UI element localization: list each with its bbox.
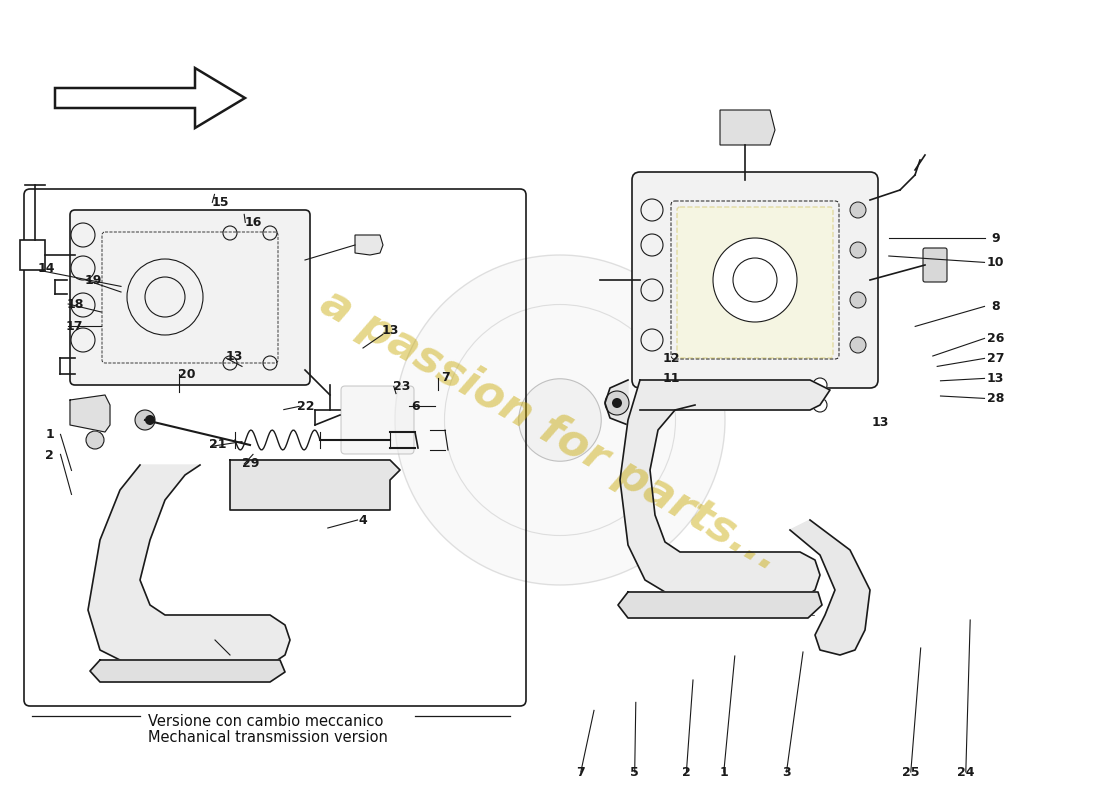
Circle shape <box>519 378 602 462</box>
Polygon shape <box>790 520 870 655</box>
Circle shape <box>135 410 155 430</box>
Text: 23: 23 <box>393 380 410 393</box>
Polygon shape <box>720 110 775 145</box>
Text: 21: 21 <box>209 438 227 450</box>
Circle shape <box>850 337 866 353</box>
Text: 26: 26 <box>987 332 1004 345</box>
Text: 2: 2 <box>45 450 54 462</box>
Polygon shape <box>618 592 822 618</box>
Polygon shape <box>88 465 290 665</box>
Text: 16: 16 <box>244 216 262 229</box>
Text: Mechanical transmission version: Mechanical transmission version <box>148 730 388 745</box>
Text: 1: 1 <box>719 766 728 778</box>
Text: 8: 8 <box>991 300 1000 313</box>
Circle shape <box>708 383 732 407</box>
Circle shape <box>238 478 252 492</box>
Polygon shape <box>620 380 820 600</box>
Text: 11: 11 <box>662 372 680 385</box>
Text: 22: 22 <box>297 400 315 413</box>
Circle shape <box>813 378 827 392</box>
Polygon shape <box>605 380 628 425</box>
FancyBboxPatch shape <box>632 172 878 388</box>
Circle shape <box>813 398 827 412</box>
Circle shape <box>367 482 373 488</box>
Text: 13: 13 <box>226 350 243 362</box>
Text: 19: 19 <box>85 274 102 286</box>
Polygon shape <box>20 240 45 270</box>
Text: Versione con cambio meccanico: Versione con cambio meccanico <box>148 714 384 729</box>
Circle shape <box>395 255 725 585</box>
Text: 17: 17 <box>66 320 84 333</box>
Circle shape <box>145 415 155 425</box>
Text: 15: 15 <box>211 196 229 209</box>
Circle shape <box>713 238 798 322</box>
Text: 12: 12 <box>662 352 680 365</box>
FancyBboxPatch shape <box>253 468 377 502</box>
Polygon shape <box>55 68 245 128</box>
Circle shape <box>850 292 866 308</box>
Text: 13: 13 <box>382 324 399 337</box>
Text: 4: 4 <box>359 514 367 526</box>
Text: 25: 25 <box>902 766 920 778</box>
Text: 5: 5 <box>630 766 639 778</box>
Circle shape <box>850 202 866 218</box>
Text: 6: 6 <box>411 400 420 413</box>
Circle shape <box>612 398 621 408</box>
Text: 20: 20 <box>178 368 196 381</box>
Text: 14: 14 <box>37 262 55 274</box>
Polygon shape <box>355 235 383 255</box>
Text: 13: 13 <box>987 372 1004 385</box>
Text: 13: 13 <box>871 416 889 429</box>
Text: 7: 7 <box>576 766 585 778</box>
FancyBboxPatch shape <box>676 207 833 358</box>
Circle shape <box>720 591 735 605</box>
Circle shape <box>363 478 377 492</box>
Text: 7: 7 <box>441 371 450 384</box>
Text: 3: 3 <box>782 766 791 778</box>
Text: 2: 2 <box>682 766 691 778</box>
Text: 1: 1 <box>45 428 54 441</box>
Circle shape <box>208 631 222 645</box>
Circle shape <box>850 242 866 258</box>
FancyBboxPatch shape <box>70 210 310 385</box>
Text: 18: 18 <box>66 298 84 310</box>
Circle shape <box>605 391 629 415</box>
Text: a passion for parts...: a passion for parts... <box>312 281 788 579</box>
Circle shape <box>715 390 725 400</box>
Polygon shape <box>640 380 830 410</box>
Polygon shape <box>90 660 285 682</box>
Text: 29: 29 <box>242 458 260 470</box>
FancyBboxPatch shape <box>341 386 414 454</box>
FancyBboxPatch shape <box>923 248 947 282</box>
Text: 24: 24 <box>957 766 975 778</box>
Circle shape <box>242 482 248 488</box>
Text: 9: 9 <box>991 232 1000 245</box>
Text: 28: 28 <box>987 392 1004 405</box>
Text: 10: 10 <box>987 256 1004 269</box>
Polygon shape <box>230 460 400 510</box>
Text: 27: 27 <box>987 352 1004 365</box>
Circle shape <box>86 431 104 449</box>
Polygon shape <box>70 395 110 432</box>
